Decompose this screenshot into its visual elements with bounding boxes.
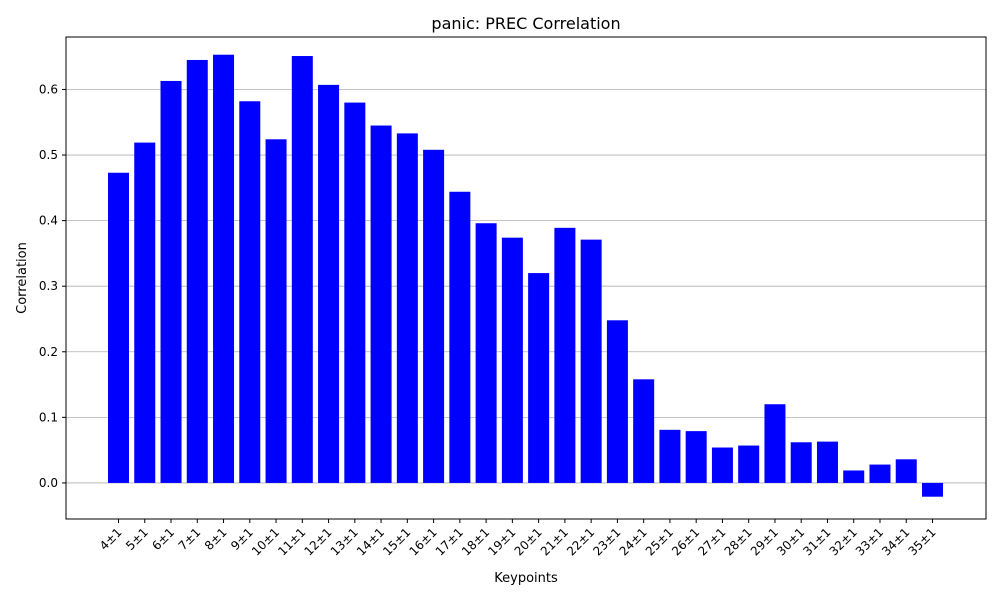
bar — [711, 447, 733, 483]
bar — [160, 80, 182, 483]
x-tick-label: 25±1 — [643, 525, 676, 558]
bar — [659, 429, 681, 483]
y-tick-label: 0.2 — [39, 345, 58, 359]
x-tick-label: 12±1 — [301, 525, 334, 558]
bar — [685, 431, 707, 483]
x-tick-label: 27±1 — [695, 525, 728, 558]
y-ticks: 0.0 0.1 0.2 0.3 0.4 0.5 0.6 — [39, 82, 66, 490]
bar — [318, 84, 340, 483]
x-tick-label: 24±1 — [617, 525, 650, 558]
x-tick-label: 20±1 — [512, 525, 545, 558]
y-tick-label: 0.0 — [39, 476, 58, 490]
x-tick-label: 28±1 — [722, 525, 755, 558]
bar — [606, 320, 628, 483]
bar — [843, 470, 865, 483]
bar — [265, 139, 287, 483]
bar — [869, 464, 891, 483]
bar — [291, 56, 313, 483]
x-tick-label: 4±1 — [97, 525, 125, 553]
x-ticks: 4±15±16±17±18±19±110±111±112±113±114±115… — [97, 519, 939, 558]
x-tick-label: 23±1 — [590, 525, 623, 558]
bar — [449, 191, 471, 483]
bar — [764, 404, 786, 483]
bar — [816, 441, 838, 483]
y-tick-label: 0.3 — [39, 279, 58, 293]
bar — [580, 239, 602, 483]
bar — [475, 223, 497, 483]
x-tick-label: 35±1 — [905, 525, 938, 558]
x-tick-label: 17±1 — [433, 525, 466, 558]
x-tick-label: 33±1 — [853, 525, 886, 558]
x-tick-label: 19±1 — [485, 525, 518, 558]
x-tick-label: 6±1 — [149, 525, 177, 553]
bars — [107, 54, 944, 497]
bar — [396, 133, 418, 483]
x-tick-label: 34±1 — [879, 525, 912, 558]
bar — [738, 445, 760, 483]
bar — [528, 273, 550, 483]
y-axis-label: Correlation — [15, 242, 30, 314]
bar — [239, 101, 261, 483]
bar — [344, 102, 366, 483]
x-tick-label: 11±1 — [275, 525, 308, 558]
plot-frame — [65, 36, 987, 520]
x-tick-label: 10±1 — [249, 525, 282, 558]
x-tick-label: 32±1 — [827, 525, 860, 558]
x-tick-label: 26±1 — [669, 525, 702, 558]
x-tick-label: 13±1 — [328, 525, 361, 558]
chart-title: panic: PREC Correlation — [431, 14, 620, 33]
x-tick-label: 18±1 — [459, 525, 492, 558]
x-tick-label: 8±1 — [202, 525, 230, 553]
bar — [633, 379, 655, 483]
bar — [186, 59, 208, 483]
x-tick-label: 30±1 — [774, 525, 807, 558]
y-tick-label: 0.1 — [39, 410, 58, 424]
x-tick-label: 21±1 — [538, 525, 571, 558]
x-tick-label: 31±1 — [800, 525, 833, 558]
x-tick-label: 15±1 — [380, 525, 413, 558]
x-axis-label: Keypoints — [494, 571, 558, 586]
bar — [423, 149, 445, 483]
y-tick-label: 0.6 — [39, 82, 58, 96]
bar — [895, 459, 917, 483]
x-tick-label: 14±1 — [354, 525, 387, 558]
bar — [554, 227, 576, 483]
bar — [790, 442, 812, 483]
bar — [134, 142, 156, 483]
x-tick-label: 16±1 — [407, 525, 440, 558]
bar — [921, 482, 944, 497]
bar — [213, 54, 235, 483]
y-tick-label: 0.4 — [39, 214, 58, 228]
bar — [501, 237, 523, 483]
x-tick-label: 5±1 — [123, 525, 151, 553]
x-tick-label: 7±1 — [176, 525, 204, 553]
bar — [107, 172, 130, 483]
x-tick-label: 29±1 — [748, 525, 781, 558]
bar — [370, 125, 392, 483]
y-tick-label: 0.5 — [39, 148, 58, 162]
x-tick-label: 22±1 — [564, 525, 597, 558]
